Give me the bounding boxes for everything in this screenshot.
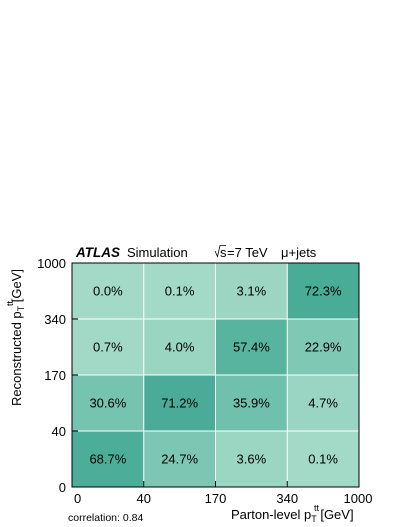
y-axis-ticks: 0 40 170 340 1000 <box>37 256 78 495</box>
cell-value-label: 0.1% <box>308 452 338 467</box>
heatmap-cell <box>143 319 216 375</box>
cell-value-label: 71.2% <box>161 396 198 411</box>
cell-labels: 68.7% 24.7% 3.6% 0.1% 30.6% 71.2% 35.9% 4.7% 0.7… <box>89 284 342 467</box>
x-tick-label: 0 <box>74 491 81 506</box>
x-axis-ticks: 0 40 170 340 1000 <box>71 481 373 506</box>
x-tick-label: 1000 <box>344 491 373 506</box>
energy-sqrt-text: s <box>220 245 227 260</box>
cell-value-label: 3.1% <box>237 284 267 299</box>
cell-value-label: 0.0% <box>93 284 123 299</box>
simulation-label: Simulation <box>127 245 188 260</box>
y-tick-label: 40 <box>52 424 66 439</box>
x-axis-label: Parton-level pT [GeV] tt <box>231 503 354 524</box>
heatmap-cell <box>287 375 359 431</box>
x-axis-label-sub: T <box>311 514 317 524</box>
svg-text:Reconstructed pT [GeV]: Reconstructed pT [GeV] <box>9 269 26 406</box>
heatmap-cell <box>287 319 359 375</box>
cell-value-label: 0.7% <box>93 340 123 355</box>
heatmap-cell <box>215 263 288 319</box>
y-axis-label-sup: tt <box>5 300 15 306</box>
y-axis-label-main: Reconstructed p <box>9 311 24 406</box>
heatmap-cell <box>143 263 216 319</box>
heatmap-cell <box>215 319 288 375</box>
heatmap-cell <box>287 263 359 319</box>
cell-value-label: 30.6% <box>89 396 126 411</box>
heatmap-cells <box>72 263 359 487</box>
y-tick-label: 0 <box>59 480 66 495</box>
energy-label: s =7 TeV <box>214 245 268 260</box>
cell-value-label: 3.6% <box>237 452 267 467</box>
heatmap-cell <box>72 375 144 431</box>
heatmap-cell <box>143 431 216 487</box>
y-axis-label-unit: [GeV] <box>9 269 24 306</box>
heatmap-grid <box>72 263 359 487</box>
y-axis-label: Reconstructed pT [GeV] tt <box>5 269 26 406</box>
x-axis-label-main: Parton-level p <box>231 507 311 522</box>
cell-value-label: 35.9% <box>233 396 270 411</box>
cell-value-label: 68.7% <box>89 452 126 467</box>
y-tick-label: 170 <box>44 368 66 383</box>
heatmap-cell <box>287 431 359 487</box>
cell-value-label: 4.0% <box>165 340 195 355</box>
heatmap-cell <box>215 375 288 431</box>
y-axis-label-sub: T <box>16 305 26 311</box>
energy-value-text: =7 TeV <box>227 245 268 260</box>
heatmap-cell <box>72 319 144 375</box>
x-tick-label: 340 <box>276 491 298 506</box>
x-axis-label-sup: tt <box>314 503 320 513</box>
heatmap-cell <box>72 431 144 487</box>
cell-value-label: 72.3% <box>305 284 342 299</box>
channel-label: μ+jets <box>281 245 317 260</box>
x-tick-label: 40 <box>137 491 151 506</box>
x-tick-label: 170 <box>205 491 227 506</box>
y-tick-label: 1000 <box>37 256 66 271</box>
correlation-note: correlation: 0.84 <box>68 512 143 524</box>
cell-value-label: 4.7% <box>308 396 338 411</box>
cell-value-label: 22.9% <box>305 340 342 355</box>
heatmap-cell <box>72 263 144 319</box>
cell-value-label: 24.7% <box>161 452 198 467</box>
sqrt-sign <box>214 245 226 258</box>
experiment-label: ATLAS <box>75 245 120 260</box>
cell-value-label: 0.1% <box>165 284 195 299</box>
y-tick-label: 340 <box>44 312 66 327</box>
cell-value-label: 57.4% <box>233 340 270 355</box>
heatmap-cell <box>143 375 216 431</box>
svg-text:Parton-level pT [GeV]: Parton-level pT [GeV] <box>231 507 354 524</box>
x-axis-label-unit: [GeV] <box>317 507 354 522</box>
heatmap-cell <box>215 431 288 487</box>
